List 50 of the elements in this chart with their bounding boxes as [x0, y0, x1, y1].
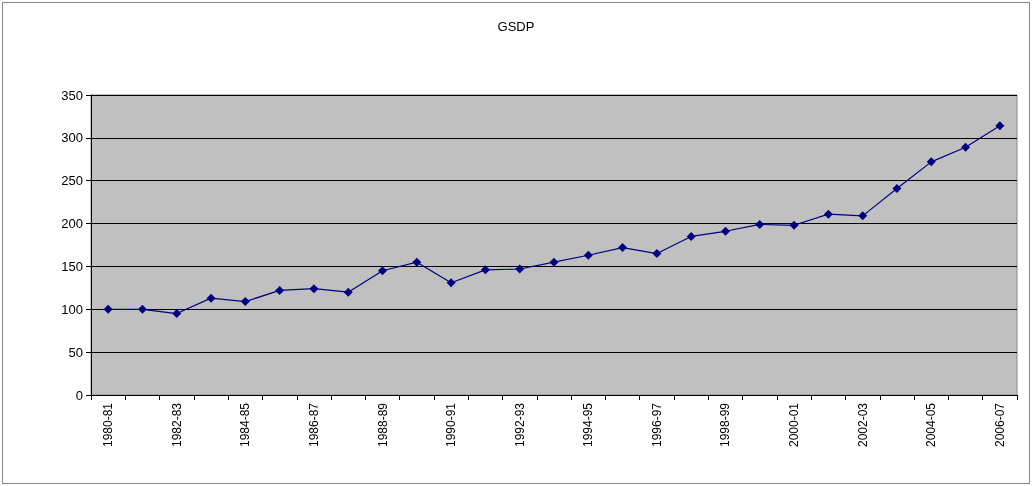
point: [343, 287, 353, 297]
x-tick-label: 2004-05: [924, 402, 939, 448]
y-tick-label: 50: [68, 344, 83, 360]
point: [892, 183, 902, 193]
point: [961, 142, 971, 152]
chart-title: GSDP: [497, 19, 535, 34]
x-tick-label: 1998-99: [718, 402, 733, 448]
point: [137, 304, 147, 314]
x-tick-label: 1980-81: [101, 402, 116, 448]
point: [446, 278, 456, 288]
x-tick-label: 2002-03: [855, 402, 870, 448]
point: [549, 257, 559, 267]
x-tick-label: 1986-87: [306, 402, 321, 448]
point: [652, 249, 662, 259]
point: [823, 209, 833, 219]
point: [515, 264, 525, 274]
x-tick-label: 1994-95: [581, 402, 596, 448]
point: [618, 243, 628, 253]
x-tick-label: 1984-85: [238, 402, 253, 448]
point: [480, 265, 490, 275]
y-tick-label: 200: [61, 216, 83, 232]
point: [686, 231, 696, 241]
y-tick-label: 100: [61, 301, 83, 317]
y-tick-label: 300: [61, 130, 83, 146]
x-tick-label: 2006-07: [992, 402, 1007, 448]
point: [378, 266, 388, 276]
x-tick-label: 1990-91: [444, 402, 459, 448]
x-tick-label: 1982-83: [169, 402, 184, 448]
point: [103, 304, 113, 314]
y-tick-label: 250: [61, 173, 83, 189]
point: [755, 219, 765, 229]
point: [309, 284, 319, 294]
y-tick-label: 0: [75, 387, 83, 403]
point: [206, 293, 216, 303]
point: [995, 121, 1005, 131]
x-tick-label: 1996-97: [649, 402, 664, 448]
point: [240, 297, 250, 307]
y-tick-label: 350: [61, 87, 83, 103]
point: [275, 285, 285, 295]
point: [720, 226, 730, 236]
x-tick-label: 1988-89: [375, 402, 390, 448]
y-tick-label: 150: [61, 258, 83, 274]
point: [583, 250, 593, 260]
point: [789, 220, 799, 230]
x-tick-label: 1992-93: [512, 402, 527, 448]
point: [412, 257, 422, 267]
point: [858, 211, 868, 221]
point: [926, 157, 936, 167]
x-tick-label: 2000-01: [787, 402, 802, 448]
point: [172, 309, 182, 319]
